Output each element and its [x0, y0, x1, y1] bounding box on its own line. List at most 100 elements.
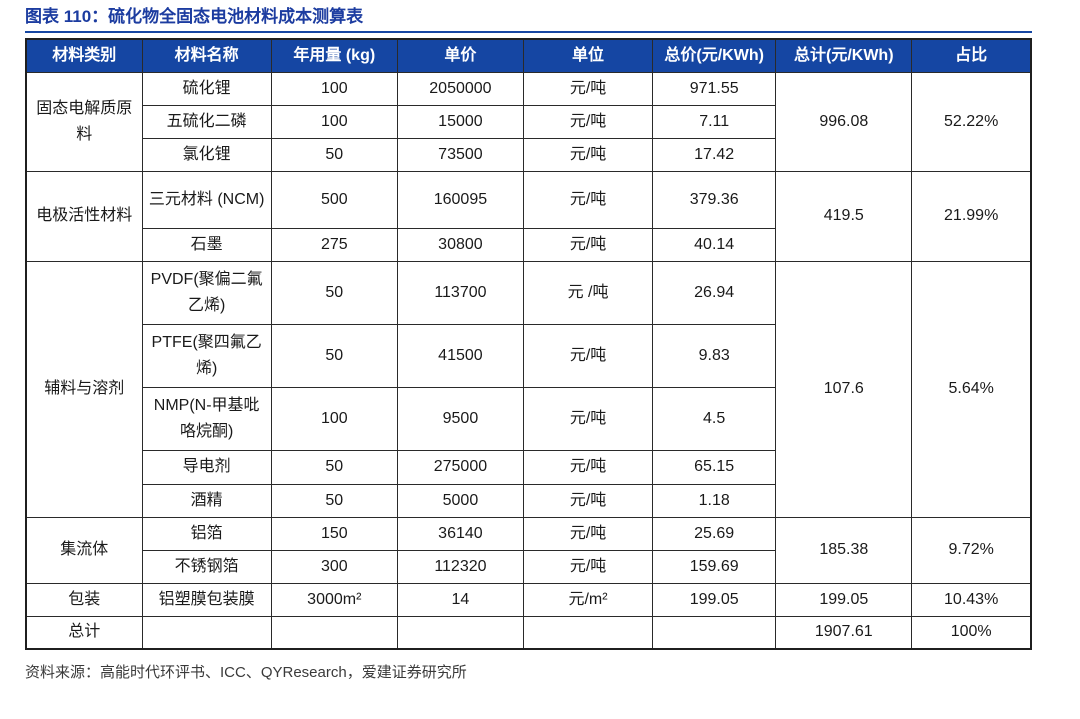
qty-cell: 50 [270, 323, 398, 388]
price-cell: 275000 [396, 449, 524, 485]
table-row: 集流体 铝箔 150 36140 元/吨 25.69 185.38 9.72% [25, 516, 1032, 584]
table-row: 氯化锂 50 73500 元/吨 17.42 [26, 137, 1031, 172]
price-cell: 112320 [396, 549, 524, 584]
cost-cell: 9.83 [652, 323, 777, 388]
empty-cell [396, 615, 524, 650]
price-cell: 2050000 [396, 71, 524, 106]
unit-cell: 元/吨 [522, 386, 654, 451]
qty-cell: 50 [270, 260, 398, 325]
category-cell: 固态电解质原料 [25, 71, 143, 172]
group-share-cell: 21.99% [911, 170, 1032, 262]
unit-cell: 元/吨 [522, 483, 654, 518]
col-header-qty: 年用量 (kg) [270, 38, 398, 73]
price-cell: 14 [396, 582, 524, 617]
material-name-cell: 石墨 [141, 227, 272, 262]
material-name-cell: NMP(N-甲基吡咯烷酮) [141, 386, 272, 451]
grand-total-value-cell: 1907.61 [775, 615, 913, 650]
unit-cell: 元/吨 [522, 227, 654, 262]
qty-cell: 275 [270, 227, 398, 262]
col-header-share: 占比 [911, 38, 1032, 73]
price-cell: 5000 [396, 483, 524, 518]
cost-cell: 971.55 [652, 71, 777, 106]
col-header-total: 总计(元/KWh) [775, 38, 913, 73]
material-name-cell: 酒精 [141, 483, 272, 518]
col-header-name: 材料名称 [141, 38, 272, 73]
table-row: 固态电解质原料 硫化锂 100 2050000 元/吨 971.55 996.0… [25, 71, 1032, 172]
cost-cell: 199.05 [652, 582, 777, 617]
table-row: 辅料与溶剂 PVDF(聚偏二氟乙烯) 50 113700 元 /吨 26.94 … [25, 260, 1032, 518]
price-cell: 30800 [396, 227, 524, 262]
cost-cell: 159.69 [652, 549, 777, 584]
qty-cell: 300 [270, 549, 398, 584]
table-row: 酒精 50 5000 元/吨 1.18 [26, 483, 1031, 518]
table-row: NMP(N-甲基吡咯烷酮) 100 9500 元/吨 4.5 [26, 386, 1031, 451]
category-cell: 电极活性材料 [25, 170, 143, 262]
qty-cell: 50 [270, 449, 398, 485]
empty-cell [141, 615, 272, 650]
group-total-cell: 199.05 [775, 582, 913, 617]
qty-cell: 100 [270, 71, 398, 106]
group-total-cell: 185.38 [775, 516, 913, 584]
group-share-cell: 9.72% [911, 516, 1032, 584]
group-share-cell: 5.64% [911, 260, 1032, 518]
cost-cell: 4.5 [652, 386, 777, 451]
cost-cell: 25.69 [652, 516, 777, 551]
qty-cell: 50 [270, 137, 398, 172]
cost-cell: 40.14 [652, 227, 777, 262]
category-cell: 包装 [25, 582, 143, 617]
price-cell: 15000 [396, 104, 524, 139]
material-name-cell: 不锈钢箔 [141, 549, 272, 584]
empty-cell [652, 615, 777, 650]
cost-cell: 379.36 [652, 170, 777, 229]
grand-total-share-cell: 100% [911, 615, 1032, 650]
empty-cell [522, 615, 654, 650]
cost-cell: 26.94 [652, 260, 777, 325]
qty-cell: 150 [270, 516, 398, 551]
unit-cell: 元/吨 [522, 516, 654, 551]
group-share-cell: 10.43% [911, 582, 1032, 617]
price-cell: 160095 [396, 170, 524, 229]
cost-table: 材料类别 材料名称 年用量 (kg) 单价 单位 总价(元/KWh) 总计(元/… [25, 38, 1032, 650]
material-name-cell: 导电剂 [141, 449, 272, 485]
qty-cell: 100 [270, 386, 398, 451]
grand-total-row: 总计 1907.61 100% [25, 615, 1032, 650]
unit-cell: 元/吨 [522, 170, 654, 229]
figure-number: 图表 110： [25, 7, 109, 26]
category-cell: 集流体 [25, 516, 143, 584]
unit-cell: 元 /吨 [522, 260, 654, 325]
qty-cell: 500 [270, 170, 398, 229]
material-name-cell: PTFE(聚四氟乙烯) [141, 323, 272, 388]
cost-cell: 7.11 [652, 104, 777, 139]
unit-cell: 元/吨 [522, 449, 654, 485]
col-header-category: 材料类别 [25, 38, 143, 73]
material-name-cell: 氯化锂 [141, 137, 272, 172]
group-share-cell: 52.22% [911, 71, 1032, 172]
unit-cell: 元/m² [522, 582, 654, 617]
table-row: 五硫化二磷 100 15000 元/吨 7.11 [26, 104, 1031, 139]
table-row: 导电剂 50 275000 元/吨 65.15 [26, 449, 1031, 485]
figure-title: 图表 110：硫化物全固态电池材料成本测算表 [25, 6, 1032, 33]
empty-cell [270, 615, 398, 650]
source-note: 资料来源：高能时代环评书、ICC、QYResearch，爱建证券研究所 [25, 664, 467, 681]
material-name-cell: 三元材料 (NCM) [141, 170, 272, 229]
unit-cell: 元/吨 [522, 104, 654, 139]
group-total-cell: 107.6 [775, 260, 913, 518]
unit-cell: 元/吨 [522, 549, 654, 584]
grand-total-label-cell: 总计 [25, 615, 143, 650]
group-total-cell: 419.5 [775, 170, 913, 262]
cost-cell: 65.15 [652, 449, 777, 485]
price-cell: 73500 [396, 137, 524, 172]
cost-cell: 1.18 [652, 483, 777, 518]
figure-title-text: 硫化物全固态电池材料成本测算表 [108, 7, 364, 26]
price-cell: 41500 [396, 323, 524, 388]
unit-cell: 元/吨 [522, 323, 654, 388]
table-row: PTFE(聚四氟乙烯) 50 41500 元/吨 9.83 [26, 323, 1031, 388]
material-name-cell: 硫化锂 [141, 71, 272, 106]
material-name-cell: 铝塑膜包装膜 [141, 582, 272, 617]
col-header-price: 单价 [396, 38, 524, 73]
qty-cell: 100 [270, 104, 398, 139]
table-row: 电极活性材料 三元材料 (NCM) 500 160095 元/吨 379.36 … [25, 170, 1032, 262]
price-cell: 113700 [396, 260, 524, 325]
price-cell: 9500 [396, 386, 524, 451]
